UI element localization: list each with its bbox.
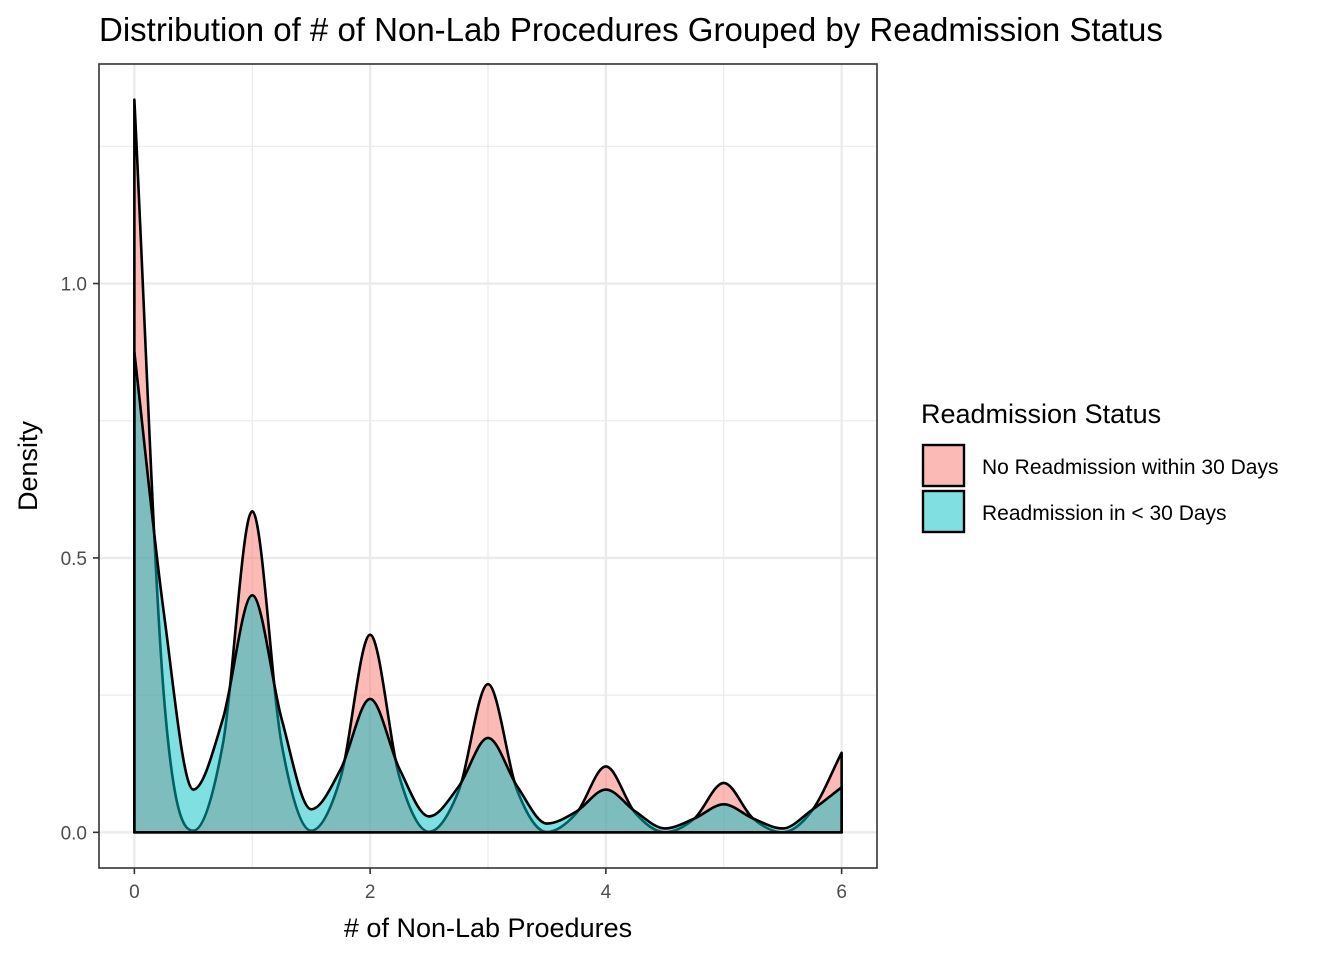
y-axis: 0.0 0.5 1.0 (61, 275, 99, 844)
x-tick-label: 2 (365, 882, 376, 903)
legend-label-1: No Readmission within 30 Days (982, 456, 1278, 479)
x-axis-label: # of Non-Lab Proedures (344, 913, 632, 943)
density-areas (133, 98, 843, 834)
legend: Readmission Status No Readmission within… (921, 399, 1278, 534)
legend-key-1 (921, 443, 966, 488)
legend-label-2: Readmission in < 30 Days (982, 502, 1227, 525)
y-tick-label: 0.0 (61, 823, 87, 844)
plot-panel-border (98, 63, 878, 869)
legend-title: Readmission Status (921, 399, 1161, 429)
x-tick-label: 0 (129, 882, 140, 903)
density-area-2 (133, 350, 843, 834)
y-axis-label: Density (13, 420, 43, 511)
x-axis: 0 2 4 6 (129, 868, 847, 903)
x-tick-label: 6 (836, 882, 847, 903)
y-tick-label: 1.0 (61, 275, 87, 296)
x-tick-label: 4 (601, 882, 612, 903)
chart-title: Distribution of # of Non-Lab Procedures … (99, 11, 1163, 48)
legend-key-2 (921, 489, 966, 534)
y-tick-label: 0.5 (61, 549, 87, 570)
